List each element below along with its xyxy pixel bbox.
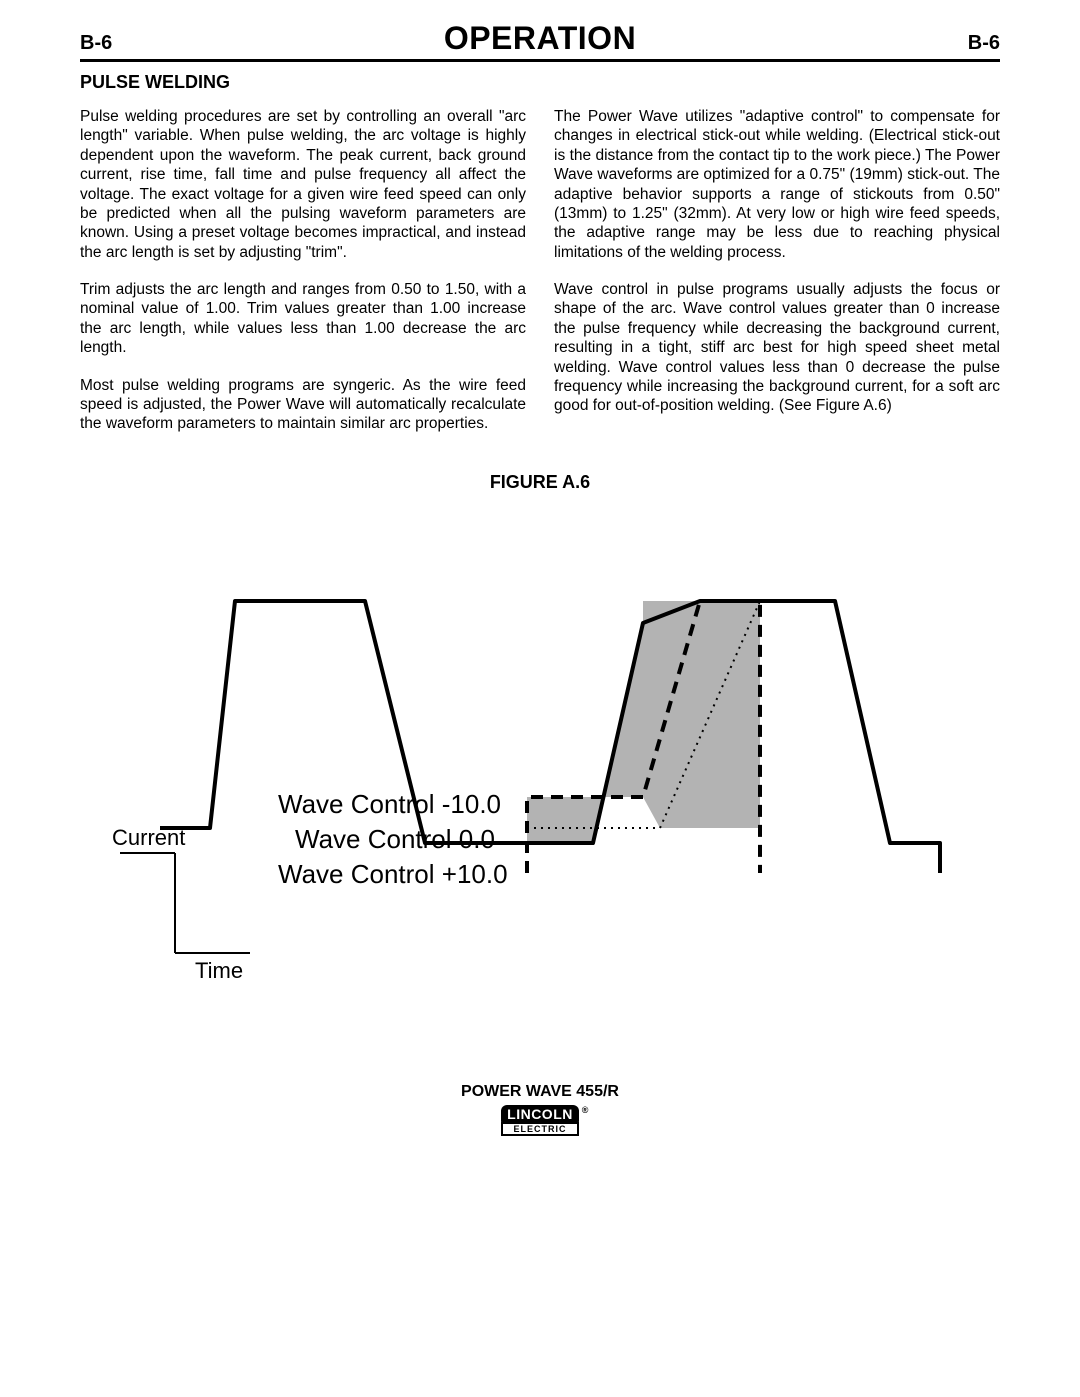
right-column: The Power Wave utilizes "adaptive contro… — [554, 107, 1000, 452]
lincoln-logo: LINCOLN ® ELECTRIC — [501, 1105, 579, 1136]
footer-product: POWER WAVE 455/R — [80, 1083, 1000, 1101]
section-title: PULSE WELDING — [80, 72, 1000, 93]
svg-text:Wave Control +10.0: Wave Control +10.0 — [278, 859, 508, 889]
header-left: B-6 — [80, 32, 112, 55]
paragraph: Pulse welding procedures are set by cont… — [80, 107, 526, 262]
logo-top-text: LINCOLN — [507, 1106, 573, 1122]
svg-text:Wave Control -10.0: Wave Control -10.0 — [278, 789, 501, 819]
header-title: OPERATION — [444, 20, 636, 57]
paragraph: The Power Wave utilizes "adaptive contro… — [554, 107, 1000, 262]
svg-text:Time: Time — [195, 958, 243, 983]
left-column: Pulse welding procedures are set by cont… — [80, 107, 526, 452]
page-header: B-6 OPERATION B-6 — [80, 20, 1000, 62]
body-columns: Pulse welding procedures are set by cont… — [80, 107, 1000, 452]
paragraph: Trim adjusts the arc length and ranges f… — [80, 280, 526, 358]
registered-icon: ® — [582, 1105, 589, 1115]
header-right: B-6 — [968, 32, 1000, 55]
svg-text:Current: Current — [112, 825, 185, 850]
svg-text:Wave Control 0.0: Wave Control 0.0 — [295, 824, 495, 854]
logo-top: LINCOLN ® — [501, 1105, 579, 1123]
paragraph: Wave control in pulse programs usually a… — [554, 280, 1000, 416]
page: B-6 OPERATION B-6 PULSE WELDING Pulse we… — [0, 0, 1080, 1177]
figure-a6: Current Time Wave Control -10.0 Wave Contro… — [100, 503, 980, 1003]
figure-title: FIGURE A.6 — [80, 472, 1000, 493]
page-footer: POWER WAVE 455/R LINCOLN ® ELECTRIC — [80, 1083, 1000, 1137]
logo-bottom: ELECTRIC — [501, 1122, 579, 1136]
figure-wrap: Current Time Wave Control -10.0 Wave Contro… — [80, 503, 1000, 1003]
paragraph: Most pulse welding programs are syngeric… — [80, 376, 526, 434]
